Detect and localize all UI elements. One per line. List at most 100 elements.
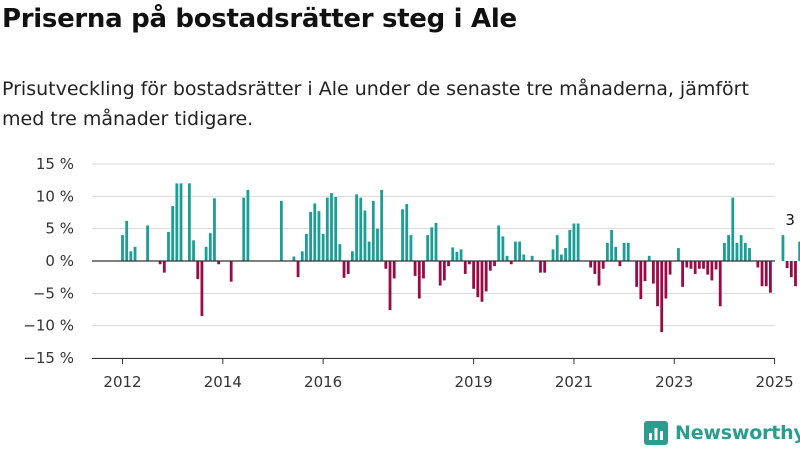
bar: [685, 261, 689, 268]
chart-title: Priserna på bostadsrätter steg i Ale: [2, 4, 517, 34]
bar: [635, 261, 639, 287]
bar: [192, 240, 195, 261]
bar: [593, 261, 597, 274]
bar: [405, 204, 409, 261]
bar: [601, 261, 605, 269]
bar: [605, 242, 609, 261]
bar: [760, 261, 764, 287]
bar: [735, 242, 739, 261]
bar: [660, 261, 664, 333]
bar: [430, 227, 434, 261]
bar: [351, 251, 354, 261]
bar: [459, 249, 463, 261]
bar: [723, 242, 726, 261]
bar: [317, 211, 321, 261]
bar: [305, 233, 308, 261]
bar: [522, 254, 526, 261]
x-tick-label: 2025: [755, 373, 793, 391]
bar: [702, 261, 705, 269]
x-tick-label: 2012: [103, 373, 141, 391]
bar: [681, 261, 685, 287]
bar-layer: [121, 183, 800, 333]
bar: [530, 255, 534, 261]
bar: [764, 261, 768, 287]
x-tick-label: 2021: [555, 373, 593, 391]
bar: [689, 261, 693, 269]
x-tick-label: 2016: [304, 373, 342, 391]
bar: [798, 241, 800, 261]
bar: [480, 261, 484, 302]
bar: [438, 261, 442, 286]
chart-subtitle: Prisutveckling för bostadsrätter i Ale u…: [2, 78, 749, 130]
bar: [342, 261, 346, 278]
bar: [371, 200, 375, 261]
bar: [376, 228, 379, 261]
bar: [564, 248, 567, 261]
bar: [718, 261, 722, 307]
bar: [789, 261, 793, 278]
bar: [292, 256, 296, 261]
bar: [555, 235, 559, 261]
bar: [346, 261, 350, 274]
bar: [125, 220, 129, 261]
bar: [455, 251, 459, 261]
bar: [693, 261, 697, 274]
bar: [409, 235, 413, 261]
y-tick-label: 0 %: [45, 252, 74, 270]
bar: [668, 261, 672, 275]
bar: [162, 261, 166, 273]
bar: [392, 261, 396, 279]
bar: [597, 261, 601, 286]
bar: [355, 194, 358, 261]
bar: [229, 261, 233, 282]
bar: [727, 235, 730, 261]
bar: [413, 261, 417, 276]
bar: [697, 261, 701, 269]
bar: [200, 261, 204, 316]
bar: [300, 251, 304, 261]
bar: [208, 233, 212, 261]
y-tick-label: 5 %: [45, 220, 74, 238]
bar: [505, 255, 509, 261]
bar: [426, 235, 430, 261]
bar: [434, 222, 438, 261]
bar: [417, 261, 421, 299]
bar: [497, 225, 501, 261]
bar: [388, 261, 392, 311]
bar: [610, 229, 613, 261]
label-layer: −15 % −10 % −5 % 0 % 5 % 10 % 15 % 2012 2014 2016…: [23, 155, 800, 391]
bar: [488, 261, 492, 271]
bar: [463, 261, 467, 274]
y-tick-label: 15 %: [36, 155, 74, 173]
bar: [539, 261, 542, 273]
bar: [179, 183, 183, 261]
bar: [794, 261, 797, 287]
bar: [146, 225, 149, 261]
bar: [622, 242, 626, 261]
axis-layer: [92, 260, 776, 364]
bar: [158, 261, 162, 265]
bar: [651, 261, 655, 284]
bar: [518, 241, 521, 261]
bar: [710, 261, 714, 281]
bar: [451, 247, 455, 261]
bar: [447, 261, 450, 267]
x-tick-label: 2014: [204, 373, 242, 391]
x-tick-label: 2019: [455, 373, 493, 391]
bar: [363, 210, 367, 261]
bar: [334, 196, 338, 261]
y-tick-label: −5 %: [33, 284, 74, 302]
bar: [196, 261, 200, 280]
bar: [714, 261, 718, 270]
bar: [551, 249, 555, 261]
bar: [509, 261, 513, 265]
bar: [171, 206, 175, 261]
bar: [167, 231, 170, 261]
bar: [367, 241, 371, 261]
bar: [279, 200, 283, 261]
bar: [677, 248, 680, 261]
bar: [785, 261, 789, 269]
newsworthy-logo-icon: [644, 421, 668, 445]
bar: [321, 233, 325, 261]
bar: [187, 183, 191, 261]
